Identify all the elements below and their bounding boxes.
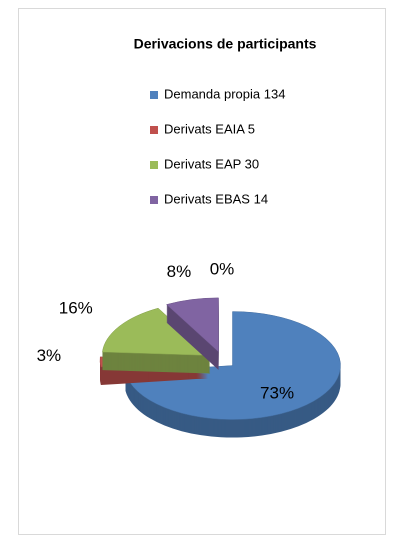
- legend-swatch: [150, 91, 158, 99]
- data-label: 8%: [167, 262, 192, 281]
- chart-title: Derivacions de participants: [134, 36, 317, 52]
- pie-slice: [125, 311, 341, 438]
- legend-swatch: [150, 161, 158, 169]
- slice-top: [102, 307, 211, 356]
- chart-frame: [18, 8, 386, 535]
- legend-label: Derivats EAP 30: [164, 156, 259, 171]
- data-label: 0%: [210, 259, 235, 278]
- pie-slice: [102, 307, 211, 374]
- legend-swatch: [150, 196, 158, 204]
- legend-swatch: [150, 126, 158, 134]
- data-label: 16%: [59, 298, 93, 317]
- pie-slice: [165, 297, 219, 370]
- slice-top: [125, 311, 341, 420]
- data-label: 3%: [37, 346, 62, 365]
- legend-label: Derivats EAIA 5: [164, 121, 255, 136]
- slice-top: [165, 297, 219, 353]
- legend-label: Derivats EBAS 14: [164, 191, 268, 206]
- data-label: 73%: [260, 384, 294, 403]
- legend-label: Demanda propia 134: [164, 86, 285, 101]
